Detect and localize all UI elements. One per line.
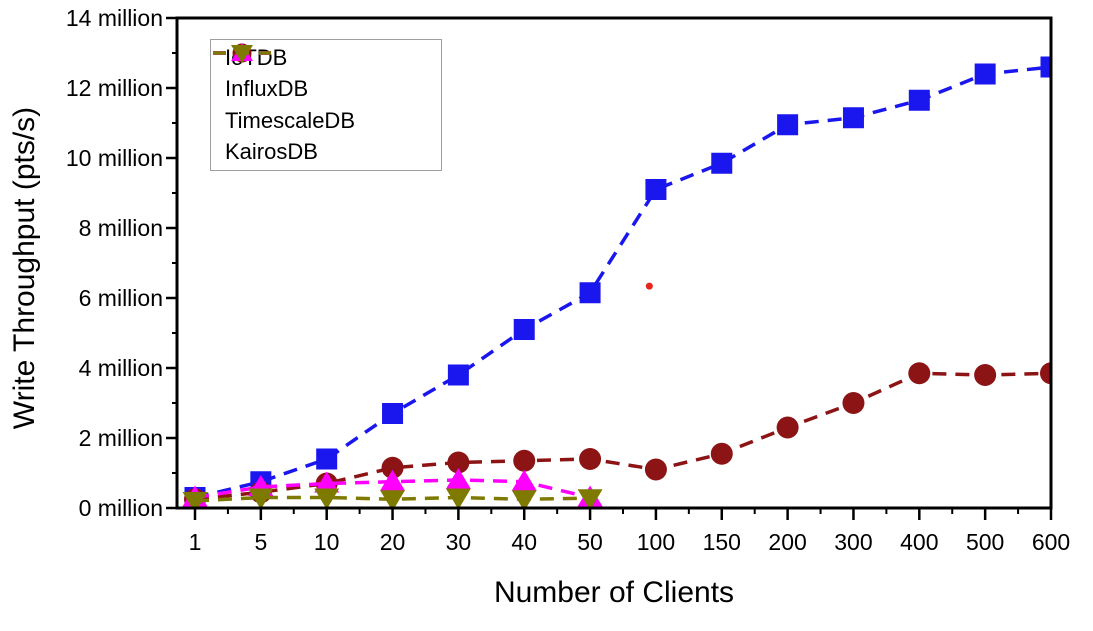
- x-tick-label: 30: [446, 529, 472, 555]
- data-point-iotdb-200: [777, 114, 799, 136]
- legend-label-timescaledb: TimescaleDB: [225, 107, 355, 133]
- x-tick-label: 5: [254, 529, 267, 555]
- x-tick-label: 300: [834, 529, 872, 555]
- data-point-kairosdb-1: [182, 492, 208, 508]
- data-point-iotdb-500: [974, 63, 996, 85]
- stray-dot: [645, 282, 653, 290]
- data-point-kairosdb-30: [445, 488, 471, 508]
- data-point-influxdb-30: [447, 451, 470, 474]
- x-tick-label: 20: [380, 529, 406, 555]
- data-point-kairosdb-40: [511, 490, 537, 508]
- legend-marker-kairosdb: [213, 45, 271, 63]
- legend-item-timescaledb: TimescaleDB: [213, 43, 441, 136]
- legend-label-kairosdb: KairosDB: [225, 139, 318, 165]
- series-kairosdb: [182, 488, 603, 508]
- x-tick-label: 200: [768, 529, 806, 555]
- series-layer: [182, 56, 1051, 508]
- data-point-iotdb-40: [513, 319, 535, 340]
- series-line-influxdb: [194, 371, 1051, 501]
- data-point-iotdb-300: [842, 107, 864, 129]
- data-point-influxdb-50: [579, 448, 602, 470]
- data-point-iotdb-30: [447, 364, 469, 386]
- y-axis: 0 million 2 million 4 million 6 million 8 mi…: [66, 5, 177, 521]
- y-tick-label: 2 million: [79, 425, 163, 451]
- data-point-timescaledb-40: [511, 469, 537, 491]
- y-tick-label: 6 million: [79, 285, 163, 311]
- data-point-kairosdb-10: [314, 488, 340, 508]
- data-point-influxdb-150: [710, 442, 733, 465]
- x-axis-title: Number of Clients: [493, 576, 735, 609]
- x-tick-label: 150: [703, 529, 741, 555]
- x-axis: 1 5 10 20 30 40 50 100 150 200 300 400 500 600: [189, 508, 1070, 555]
- y-tick-label: 14 million: [66, 5, 163, 31]
- data-point-influxdb-100: [644, 458, 667, 481]
- x-tick-label: 600: [1032, 529, 1070, 555]
- data-point-influxdb-200: [776, 416, 799, 439]
- legend-item-kairosdb: KairosDB: [213, 45, 441, 168]
- x-tick-label: 10: [314, 529, 340, 555]
- data-point-iotdb-150: [711, 152, 733, 174]
- x-tick-label: 100: [637, 529, 675, 555]
- legend-label-influxdb: InfluxDB: [225, 76, 309, 102]
- data-point-iotdb-600: [1040, 56, 1051, 78]
- x-tick-label: 400: [900, 529, 938, 555]
- data-point-kairosdb-20: [380, 490, 406, 508]
- x-tick-label: 500: [966, 529, 1004, 555]
- data-point-iotdb-50: [579, 282, 601, 304]
- data-point-influxdb-20: [381, 456, 404, 479]
- data-point-kairosdb-50: [577, 489, 603, 508]
- legend-item-influxdb: InfluxDB: [213, 43, 441, 105]
- data-point-iotdb-10: [316, 448, 338, 470]
- data-point-influxdb-600: [1040, 362, 1051, 385]
- series-influxdb: [184, 362, 1051, 508]
- series-line-iotdb: [194, 65, 1051, 500]
- x-tick-label: 1: [189, 529, 202, 555]
- data-point-influxdb-500: [974, 364, 997, 386]
- y-tick-label: 12 million: [66, 75, 163, 101]
- y-tick-label: 8 million: [79, 215, 163, 241]
- legend-glyph-triangle-down: [231, 45, 253, 63]
- data-point-timescaledb-30: [445, 468, 471, 489]
- data-point-kairosdb-5: [248, 488, 274, 508]
- data-point-timescaledb-20: [380, 469, 406, 491]
- plot-frame: [175, 16, 1053, 510]
- data-point-influxdb-40: [513, 449, 536, 472]
- legend-box: IoTDB InfluxDB TimescaleDB KairosDB: [210, 39, 442, 171]
- data-point-iotdb-20: [382, 403, 404, 424]
- y-tick-label: 0 million: [79, 495, 163, 521]
- data-point-influxdb-400: [908, 362, 931, 385]
- x-tick-label: 50: [577, 529, 603, 555]
- y-axis-title: Write Throughput (pts/s): [8, 106, 41, 430]
- data-point-iotdb-400: [908, 89, 930, 111]
- data-point-influxdb-300: [842, 392, 865, 414]
- y-tick-label: 10 million: [66, 145, 163, 171]
- data-point-timescaledb-10: [314, 471, 340, 493]
- y-tick-label: 4 million: [79, 355, 163, 381]
- x-tick-label: 40: [511, 529, 537, 555]
- data-point-iotdb-100: [645, 179, 667, 200]
